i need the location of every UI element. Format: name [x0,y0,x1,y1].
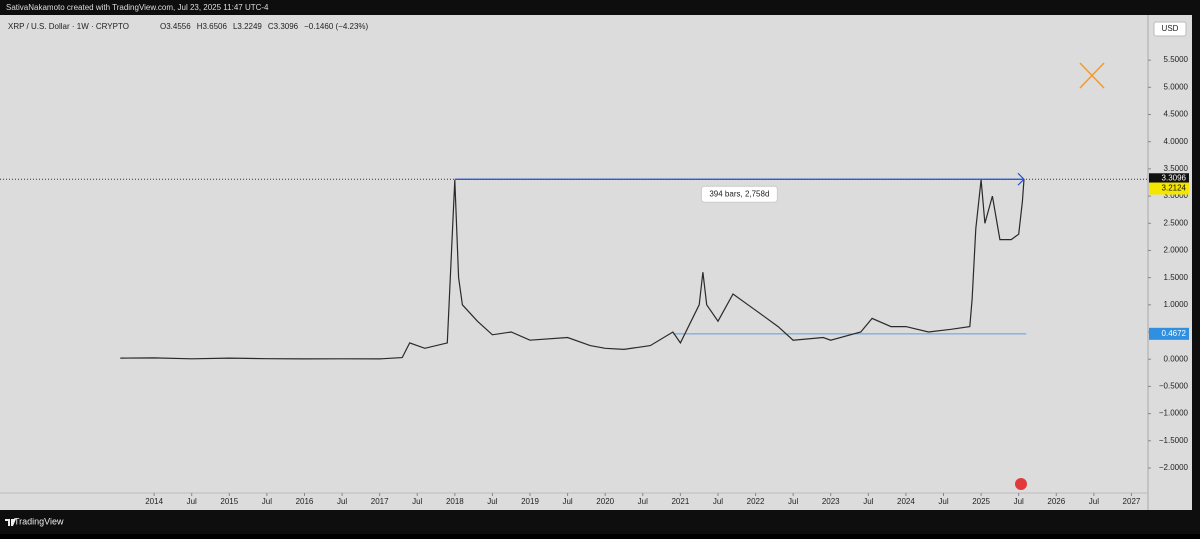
x-tick-label: Jul [863,497,873,506]
x-tick-label: Jul [713,497,723,506]
x-tick-label: 2018 [446,497,464,506]
event-icon [1015,478,1027,490]
price-line [120,179,1025,360]
price-label: 0.4672 [1162,329,1187,338]
y-tick-label: 1.5000 [1164,273,1189,282]
x-tick-label: Jul [1014,497,1024,506]
price-label-box [1149,327,1189,340]
x-tick-label: Jul [938,497,948,506]
x-tick-label: Jul [562,497,572,506]
tv-logo [5,519,16,526]
x-tick-label: 2017 [371,497,389,506]
y-tick-label: −1.5000 [1159,436,1189,445]
y-tick-label: 5.0000 [1164,82,1189,91]
y-tick-label: 2.5000 [1164,218,1189,227]
y-tick-label: 1.0000 [1164,300,1189,309]
x-tick-label: Jul [638,497,648,506]
x-tick-label: Jul [412,497,422,506]
currency-box [1153,21,1187,37]
y-tick-label: 4.0000 [1164,137,1189,146]
x-tick-label: 2015 [220,497,238,506]
credit: SativaNakamoto created with TradingView.… [6,3,269,12]
y-tick-label: 0.0000 [1164,354,1189,363]
price-label: 3.2124 [1162,184,1187,193]
x-tick-label: 2021 [671,497,689,506]
measure-arrow [1017,172,1025,186]
y-tick-label: 4.5000 [1164,110,1189,119]
ohlc-legend: O3.4556 H3.6506 L3.2249 C3.3096 −0.1460 (−4.… [160,22,369,31]
x-tick-label: Jul [788,497,798,506]
chart-title: XRP / U.S. Dollar · 1W · CRYPTO [8,22,129,31]
x-tick-label: 2025 [972,497,990,506]
y-tick-label: 3.5000 [1164,164,1189,173]
x-tick-label: 2019 [521,497,539,506]
x-tick-label: 2026 [1047,497,1065,506]
x-tick-label: Jul [1089,497,1099,506]
y-tick-label: 5.5000 [1164,55,1189,64]
ohlc-value: −0.1460 (−4.23%) [304,22,368,31]
x-tick-label: 2020 [596,497,614,506]
ohlc-value: C3.3096 [268,22,299,31]
x-tick-label: 2024 [897,497,915,506]
footer-brand: TradingView [14,516,64,526]
x-tick-label: Jul [337,497,347,506]
x-tick-label: Jul [187,497,197,506]
y-tick-label: 2.0000 [1164,246,1189,255]
x-tick-label: 2023 [822,497,840,506]
y-tick-label: −1.0000 [1159,409,1189,418]
ohlc-value: O3.4556 [160,22,191,31]
y-tick-label: 3.0000 [1164,191,1189,200]
x-tick-label: 2014 [145,497,163,506]
x-tick-label: Jul [262,497,272,506]
x-logo [1079,62,1105,89]
currency: USD [1162,24,1179,33]
x-tick-label: 2027 [1123,497,1141,506]
x-tick-label: 2016 [296,497,314,506]
x-tick-label: Jul [487,497,497,506]
measure-label: 394 bars, 2,758d [709,189,769,198]
ohlc-value: H3.6506 [197,22,228,31]
y-tick-label: −2.0000 [1159,463,1189,472]
x-tick-label: 2022 [747,497,765,506]
y-tick-label: −0.5000 [1159,382,1189,391]
last-price-label: 3.3096 [1162,173,1187,182]
measure-box [700,185,778,203]
plot-area [0,15,1148,510]
ohlc-value: L3.2249 [233,22,262,31]
price-label-box [1149,182,1189,195]
price-axis [1148,15,1192,510]
